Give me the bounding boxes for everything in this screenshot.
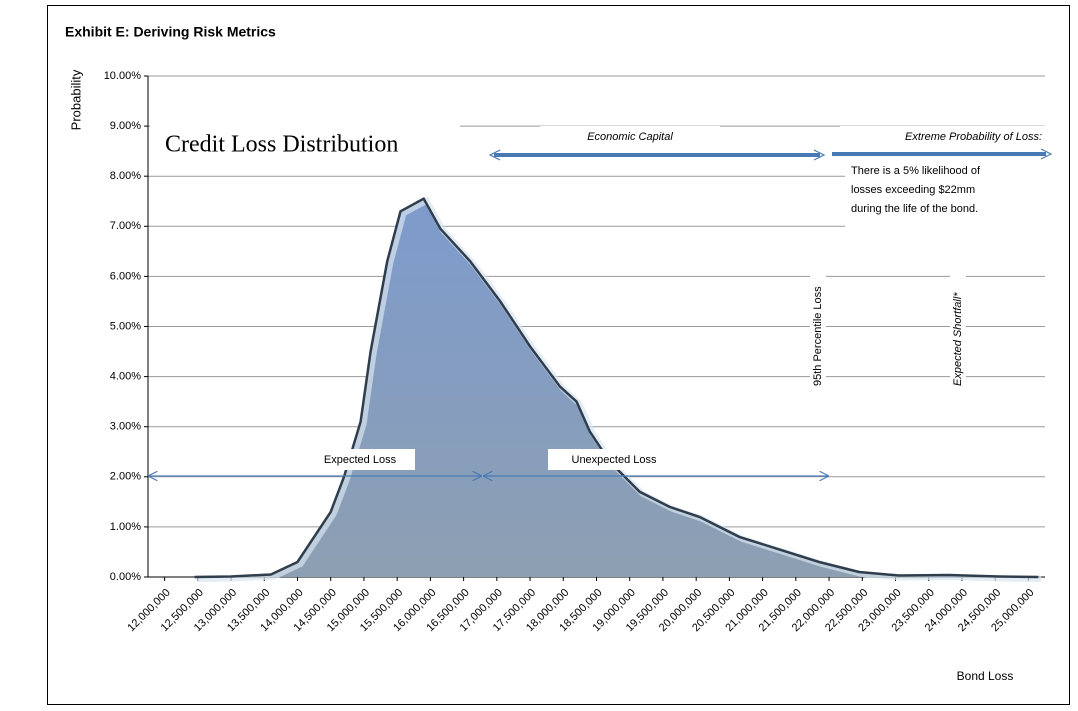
- extreme-note: during the life of the bond.: [851, 203, 978, 215]
- y-tick-label: 8.00%: [110, 170, 141, 182]
- percentile-label: 95th Percentile Loss: [812, 286, 824, 386]
- y-tick-label: 2.00%: [110, 471, 141, 483]
- arrow-heads: [488, 149, 826, 161]
- x-axis-label: Bond Loss: [957, 669, 1014, 683]
- extreme-note: losses exceeding $22mm: [851, 184, 975, 196]
- chart-title: Exhibit E: Deriving Risk Metrics: [65, 24, 276, 40]
- shortfall-label: Expected Shortfall*: [952, 292, 964, 386]
- economic-capital-label: Economic Capital: [587, 131, 673, 143]
- label-box: [150, 118, 460, 166]
- label-box: [540, 126, 720, 148]
- expected-loss-label: Expected Loss: [324, 454, 397, 466]
- y-tick-label: 5.00%: [110, 320, 141, 332]
- y-tick-label: 7.00%: [110, 220, 141, 232]
- y-tick-label: 9.00%: [110, 120, 141, 132]
- label-box: [548, 449, 680, 470]
- unexpected-loss-label: Unexpected Loss: [572, 454, 657, 466]
- arrow-heads: [1040, 148, 1053, 160]
- y-tick-label: 6.00%: [110, 270, 141, 282]
- label-box: [840, 126, 1050, 148]
- area-outline: [194, 197, 1039, 579]
- y-tick-label: 1.00%: [110, 521, 141, 533]
- label-box: [950, 255, 966, 390]
- extreme-note: There is a 5% likelihood of: [851, 165, 981, 177]
- distribution-label: Credit Loss Distribution: [165, 132, 398, 158]
- extreme-probability-label: Extreme Probability of Loss:: [905, 131, 1042, 143]
- label-box: [305, 449, 415, 470]
- note-box: [845, 160, 1045, 235]
- y-tick-label: 4.00%: [110, 371, 141, 383]
- label-box: [810, 260, 826, 390]
- y-tick-label: 3.00%: [110, 421, 141, 433]
- y-tick-label: 0.00%: [110, 571, 141, 583]
- y-tick-label: 10.00%: [104, 70, 142, 82]
- y-axis-label: Probability: [68, 69, 83, 130]
- plot: [194, 196, 1042, 582]
- area: [194, 198, 1039, 577]
